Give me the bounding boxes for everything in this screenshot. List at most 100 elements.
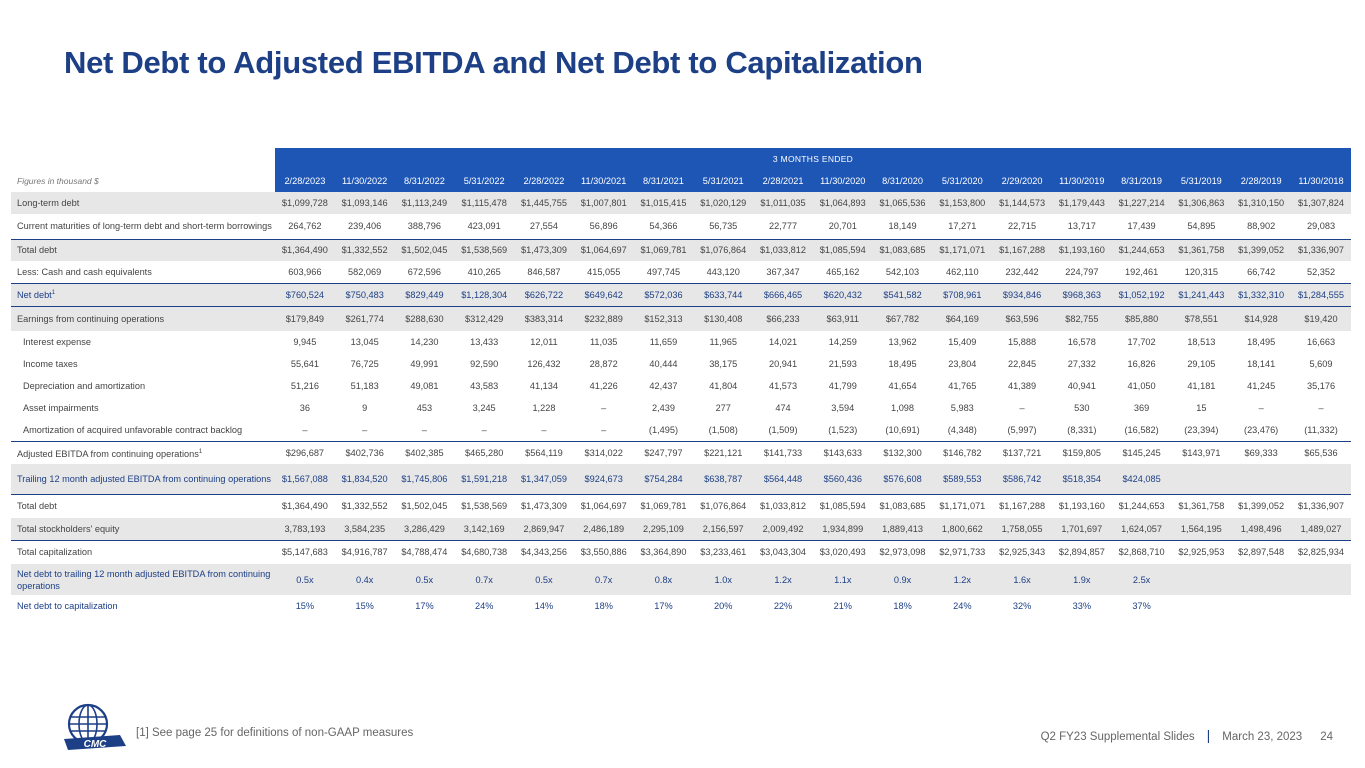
table-cell: 21%: [833, 601, 852, 611]
table-cell: $2,894,857: [1051, 539, 1112, 564]
table-cell: 14,021: [768, 337, 798, 347]
table-cell: $1,153,800: [932, 192, 993, 214]
table-cell: –: [481, 424, 487, 435]
table-cell: $934,846: [992, 282, 1052, 306]
row-label-text: Less: Cash and cash equivalents: [17, 266, 152, 277]
table-cell: $638,787: [693, 464, 754, 494]
header-dates-row: Figures in thousand $ 2/28/2023 11/30/2022…: [11, 170, 1351, 192]
table-cell: $3,550,886: [573, 539, 634, 564]
table-cell: $78,551: [1171, 305, 1232, 331]
table-cell: 49,991: [410, 359, 439, 369]
table-cell: $541,582: [872, 282, 933, 306]
table-cell: 603,966: [288, 266, 322, 277]
table-cell: 1,800,662: [932, 518, 993, 540]
footnote-marker: 1: [198, 448, 203, 455]
table-cell: $1,085,594: [812, 238, 873, 261]
table-cell: 55,641: [290, 359, 319, 369]
table-cell: $383,314: [514, 305, 574, 331]
table-cell: $143,633: [812, 440, 873, 464]
table-row: Depreciation and amortization 51,216 51,18…: [11, 375, 1351, 397]
table-cell: 423,091: [467, 221, 501, 232]
table-cell: $1,241,443: [1171, 282, 1232, 306]
table-cell: 20,701: [828, 221, 857, 232]
table-cell: [1231, 464, 1292, 494]
table-cell: $2,925,953: [1171, 539, 1232, 564]
table-cell: 12,011: [530, 337, 558, 347]
table-cell: –: [601, 403, 607, 413]
table-cell: 24%: [953, 601, 972, 611]
column-header: 2/28/2023: [275, 170, 335, 192]
table-cell: $3,043,304: [753, 539, 813, 564]
column-header: 5/31/2022: [454, 170, 515, 192]
table-cell: 3,286,429: [394, 518, 455, 540]
table-cell: $1,745,806: [394, 464, 455, 494]
table-cell: $2,973,098: [872, 539, 933, 564]
table-cell: 1.2x: [753, 564, 813, 595]
table-cell: 13,433: [470, 337, 499, 347]
table-cell: $1,502,045: [394, 238, 455, 261]
table-cell: $1,538,569: [454, 493, 515, 518]
table-cell: 264,762: [288, 221, 322, 232]
table-cell: $1,083,685: [872, 238, 933, 261]
table-cell: $232,889: [573, 305, 634, 331]
table-cell: 51,216: [290, 381, 319, 391]
table-cell: 232,442: [1005, 266, 1039, 277]
table-cell: 3,584,235: [334, 518, 395, 540]
table-cell: $82,755: [1051, 305, 1112, 331]
table-cell: 40,941: [1067, 381, 1096, 391]
table-cell: 41,804: [709, 381, 738, 391]
deck-title: Q2 FY23 Supplemental Slides: [1040, 731, 1195, 743]
table-cell: 1.0x: [693, 564, 754, 595]
row-label-text: Income taxes: [23, 359, 78, 369]
table-cell: 15,409: [948, 337, 977, 347]
table-cell: 23,804: [948, 359, 977, 369]
table-cell: $829,449: [394, 282, 455, 306]
table-cell: $1,473,309: [514, 238, 574, 261]
table-cell: 18,513: [1187, 337, 1216, 347]
table-cell: $1,399,052: [1231, 238, 1292, 261]
footer-divider: |: [1206, 727, 1211, 743]
table-cell: 1,489,027: [1291, 518, 1351, 540]
units-label: Figures in thousand $: [17, 176, 99, 186]
row-label-text: Long-term debt: [17, 198, 80, 208]
table-cell: $1,069,781: [633, 238, 694, 261]
table-cell: $1,336,907: [1291, 493, 1351, 518]
table-cell: $14,928: [1231, 305, 1292, 331]
table-cell: 5,983: [950, 403, 974, 413]
table-cell: 29,083: [1306, 221, 1336, 232]
row-label: Net debt to trailing 12 month adjusted E…: [11, 564, 275, 595]
table-cell: 1,758,055: [992, 518, 1052, 540]
deck-date: March 23, 2023: [1222, 731, 1303, 743]
row-label-text: Trailing 12 month adjusted EBITDA from c…: [17, 473, 271, 484]
column-header: 8/31/2022: [394, 170, 455, 192]
table-cell: $1,591,218: [454, 464, 515, 494]
table-cell: 92,590: [470, 359, 499, 369]
table-cell: 1,228: [532, 403, 556, 413]
table-cell: 388,796: [407, 221, 442, 232]
table-cell: 13,717: [1067, 221, 1096, 232]
table-cell: $1,364,490: [275, 493, 335, 518]
table-cell: 0.8x: [633, 564, 694, 595]
table-cell: $1,336,907: [1291, 238, 1351, 261]
row-label-text: Total debt: [17, 245, 57, 256]
table-cell: 5,609: [1309, 359, 1333, 369]
table-cell: 49,081: [410, 381, 439, 391]
table-cell: 88,902: [1247, 221, 1276, 232]
table-cell: $518,354: [1051, 464, 1112, 494]
table-cell: (1,509): [768, 424, 798, 435]
row-label-text: Current maturities of long-term debt and…: [17, 221, 272, 232]
table-cell: $1,193,160: [1051, 238, 1112, 261]
table-cell: $1,244,653: [1111, 238, 1172, 261]
table-row: Current maturities of long-term debt and…: [11, 214, 1351, 239]
row-label: Interest expense: [11, 331, 275, 353]
table-cell: $159,805: [1051, 440, 1112, 464]
table-cell: 497,745: [646, 266, 681, 277]
table-cell: 415,055: [587, 266, 621, 277]
table-cell: $1,064,893: [812, 192, 873, 214]
row-label-text: Total stockholders' equity: [17, 523, 120, 534]
row-label-text: Total debt: [17, 501, 57, 512]
table-cell: 16,663: [1306, 337, 1336, 347]
table-cell: 453: [416, 403, 433, 413]
table-cell: 1,701,697: [1051, 518, 1112, 540]
table-cell: $1,065,536: [872, 192, 933, 214]
